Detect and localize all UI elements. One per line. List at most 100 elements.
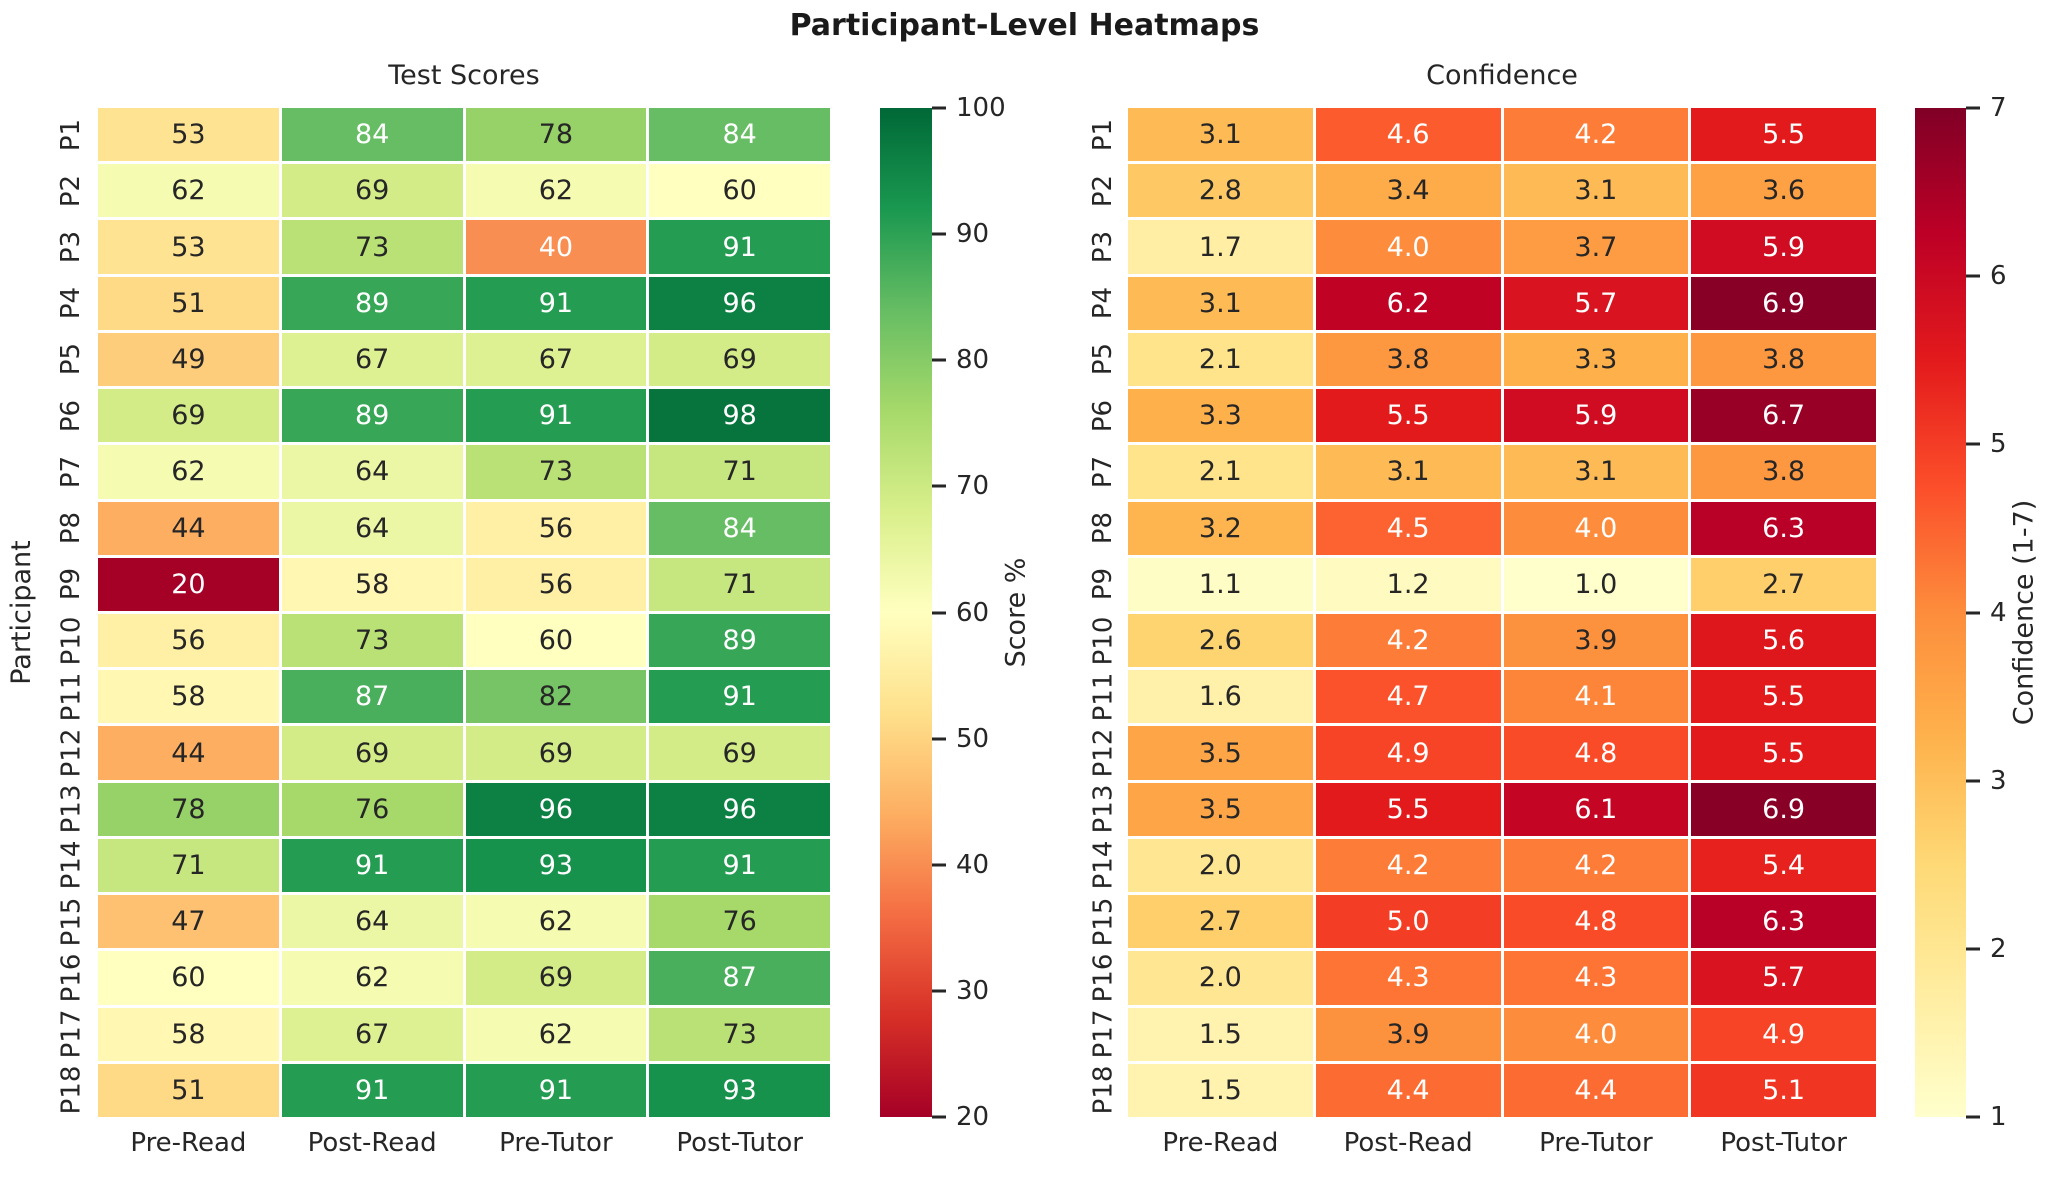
y-tick-label-P8: P8	[1080, 502, 1126, 555]
heatmap-cell-P18-Pre-Read: 51	[98, 1063, 279, 1117]
heatmap-cell-P15-Pre-Tutor: 4.8	[1503, 895, 1689, 949]
heatmap-cell-P3-Pre-Tutor: 3.7	[1503, 220, 1689, 274]
y-tick-label-text: P12	[56, 728, 87, 778]
heatmap-cell-P15-Post-Read: 5.0	[1315, 895, 1501, 949]
colorbar-tick-mark	[932, 358, 946, 362]
colorbar-ticks-score: 100 90 80 70 60 50 40 30 20	[932, 93, 1052, 1132]
heatmap-cell-P5-Pre-Read: 49	[98, 332, 279, 387]
colorbar-tick-mark	[1966, 779, 1980, 783]
y-axis-label-participant: Participant	[2, 108, 40, 1117]
heatmap-cell-P10-Pre-Read: 2.6	[1128, 613, 1313, 668]
colorbar-tick-label-40: 40	[956, 849, 990, 880]
y-tick-label-P15: P15	[1080, 895, 1126, 948]
y-tick-label-text: P2	[1087, 174, 1118, 207]
x-tick-label-Post-Tutor: Post-Tutor	[1720, 1128, 1847, 1158]
x-tick-label-Pre-Read: Pre-Read	[130, 1128, 247, 1158]
heatmap-cell-P13-Pre-Tutor: 6.1	[1503, 782, 1689, 836]
heatmap-cell-P3-Pre-Read: 1.7	[1128, 220, 1313, 274]
heatmap-cell-P12-Post-Tutor: 5.5	[1691, 726, 1876, 780]
colorbar-tick-mark	[932, 737, 946, 741]
heatmap-cell-P17-Pre-Tutor: 62	[465, 1007, 647, 1061]
y-tick-label-P10: P10	[1080, 614, 1126, 667]
heatmap-cell-P1-Pre-Tutor: 4.2	[1503, 108, 1689, 162]
colorbar-tick-mark	[932, 863, 946, 867]
y-tick-label-text: P13	[1088, 784, 1119, 834]
heatmap-cell-P18-Pre-Tutor: 91	[465, 1063, 647, 1117]
y-tick-label-P13: P13	[1080, 783, 1126, 836]
y-tick-label-text: P1	[55, 118, 86, 151]
colorbar-tick-mark	[1966, 442, 1980, 446]
heatmap-cell-P6-Pre-Read: 3.3	[1128, 389, 1313, 443]
heatmap-cell-P5-Pre-Tutor: 67	[465, 332, 647, 387]
heatmap-cell-P15-Post-Tutor: 76	[649, 895, 830, 949]
y-tick-label-text: P7	[1087, 455, 1118, 489]
colorbar-tick-label-2: 2	[1990, 933, 2007, 964]
colorbar-label-score-text: Score %	[1000, 557, 1032, 668]
heatmap-cell-P16-Pre-Tutor: 4.3	[1503, 951, 1689, 1005]
heatmap-cell-P9-Post-Tutor: 71	[649, 557, 830, 611]
heatmap-cell-P6-Post-Tutor: 98	[649, 389, 830, 443]
heatmap-cell-P10-Post-Tutor: 89	[649, 613, 830, 668]
heatmap-cell-P18-Post-Tutor: 5.1	[1691, 1063, 1876, 1117]
heatmap-cell-P11-Post-Tutor: 5.5	[1691, 670, 1876, 724]
heatmap-cell-P12-Post-Tutor: 69	[649, 726, 830, 780]
y-tick-label-text: P9	[55, 568, 86, 601]
y-tick-label-P16: P16	[48, 951, 94, 1004]
y-tick-label-P14: P14	[48, 839, 94, 892]
y-tick-label-P4: P4	[48, 277, 94, 330]
colorbar-tick-label-60: 60	[956, 597, 990, 628]
heatmap-cell-P11-Post-Read: 87	[281, 670, 463, 724]
colorbar-tick-label-100: 100	[956, 93, 1006, 123]
heatmap-cell-P2-Pre-Tutor: 62	[465, 164, 647, 218]
y-tick-label-P10: P10	[48, 614, 94, 667]
heatmap-cell-P6-Post-Tutor: 6.7	[1691, 389, 1876, 443]
colorbar-tick-label-80: 80	[956, 345, 990, 376]
colorbar-tick-label-20: 20	[956, 1102, 990, 1132]
heatmap-cell-P17-Pre-Read: 1.5	[1128, 1007, 1313, 1061]
colorbar-label-score: Score %	[996, 108, 1036, 1117]
heatmap-cell-P8-Pre-Tutor: 4.0	[1503, 501, 1689, 555]
heatmap-cell-P3-Post-Tutor: 91	[649, 220, 830, 274]
subplot-title-test-scores: Test Scores	[388, 60, 540, 91]
colorbar-gradient-confidence	[1915, 108, 1966, 1117]
y-tick-label-text: P6	[1087, 399, 1118, 432]
y-tick-label-text: P14	[1088, 841, 1119, 890]
x-tick-label-Pre-Read: Pre-Read	[1162, 1128, 1279, 1158]
heatmap-cell-P17-Pre-Tutor: 4.0	[1503, 1007, 1689, 1061]
y-tick-label-P1: P1	[48, 108, 94, 161]
heatmap-cell-P7-Pre-Read: 2.1	[1128, 445, 1313, 499]
colorbar-tick-mark	[1966, 611, 1980, 614]
heatmap-cell-P14-Post-Read: 4.2	[1315, 838, 1501, 893]
heatmap-cell-P11-Pre-Read: 1.6	[1128, 670, 1313, 724]
heatmap-cell-P8-Pre-Tutor: 56	[465, 501, 647, 555]
heatmap-cell-P14-Pre-Read: 71	[98, 838, 279, 893]
y-tick-label-P13: P13	[48, 783, 94, 836]
y-tick-label-text: P16	[56, 953, 87, 1003]
heatmap-cell-P5-Pre-Tutor: 3.3	[1503, 332, 1689, 387]
y-tick-label-P17: P17	[1080, 1008, 1126, 1061]
heatmap-cell-P6-Post-Read: 89	[281, 389, 463, 443]
y-tick-label-P18: P18	[48, 1064, 94, 1117]
x-tick-labels-test-scores: Pre-Read Post-Read Pre-Tutor Post-Tutor	[98, 1128, 830, 1170]
heatmap-cell-P9-Pre-Tutor: 1.0	[1503, 557, 1689, 611]
y-tick-label-text: P2	[55, 174, 86, 207]
x-tick-label-Pre-Tutor: Pre-Tutor	[499, 1128, 613, 1158]
heatmap-cell-P9-Pre-Tutor: 56	[465, 557, 647, 611]
heatmap-cell-P10-Post-Tutor: 5.6	[1691, 613, 1876, 668]
heatmap-cell-P5-Post-Tutor: 69	[649, 332, 830, 387]
y-tick-label-P4: P4	[1080, 277, 1126, 330]
y-tick-label-text: P16	[1088, 953, 1119, 1003]
y-tick-label-text: P15	[56, 897, 87, 947]
heatmap-cell-P4-Post-Read: 6.2	[1315, 276, 1501, 330]
heatmap-cell-P7-Post-Tutor: 71	[649, 445, 830, 499]
colorbar-gradient-score	[880, 108, 932, 1117]
heatmap-cell-P16-Post-Read: 62	[281, 951, 463, 1005]
heatmap-cell-P4-Post-Read: 89	[281, 276, 463, 330]
y-tick-label-text: P12	[1088, 728, 1119, 778]
heatmap-cell-P1-Post-Tutor: 5.5	[1691, 108, 1876, 162]
heatmap-cell-P8-Post-Tutor: 84	[649, 501, 830, 555]
colorbar-tick-mark	[932, 232, 946, 236]
heatmap-cell-P5-Post-Read: 3.8	[1315, 332, 1501, 387]
heatmap-cell-P16-Pre-Read: 2.0	[1128, 951, 1313, 1005]
